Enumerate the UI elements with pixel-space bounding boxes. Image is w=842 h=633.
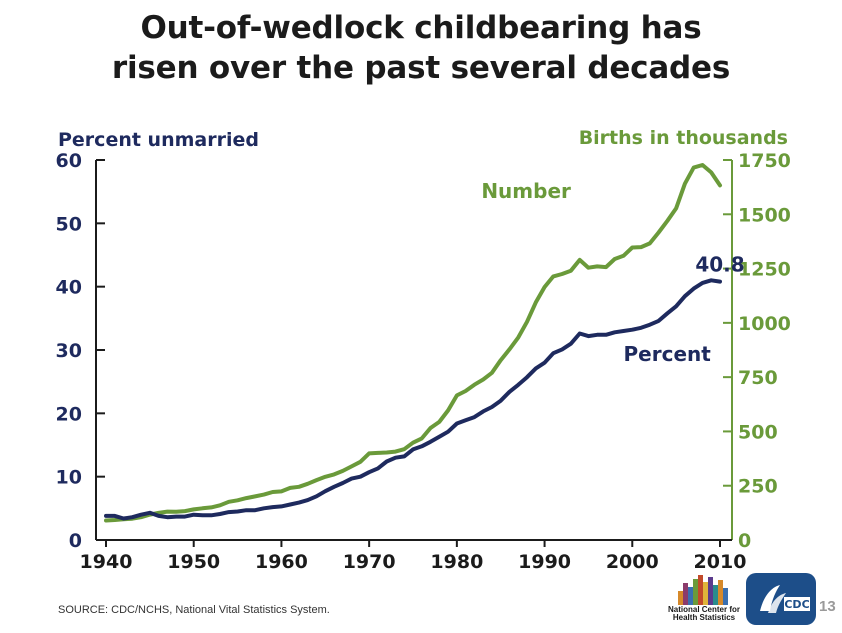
x-tick-label: 2000 <box>606 551 659 573</box>
right-tick-label: 500 <box>738 421 778 443</box>
x-tick-label: 1970 <box>343 551 396 573</box>
x-tick-label: 1960 <box>255 551 308 573</box>
right-tick-label: 750 <box>738 367 778 389</box>
left-tick-label: 30 <box>56 340 82 362</box>
data-label-latest-percent: 40.8 <box>695 253 744 277</box>
series-label-percent: Percent <box>624 342 712 366</box>
x-tick-label: 1980 <box>430 551 483 573</box>
right-tick-label: 1250 <box>738 259 791 281</box>
right-axis-title: Births in thousands <box>579 127 788 149</box>
x-tick-label: 1940 <box>80 551 133 573</box>
series-label-number: Number <box>481 179 571 203</box>
cdc-logo: CDC <box>746 573 816 625</box>
right-tick-label: 0 <box>738 530 751 552</box>
left-axis-title: Percent unmarried <box>58 129 259 151</box>
title-line-2: risen over the past several decades <box>111 50 731 86</box>
nchs-logo: National Center for Health Statistics <box>664 573 744 623</box>
x-tick-label: 2010 <box>694 551 747 573</box>
svg-text:CDC: CDC <box>784 598 809 611</box>
x-tick-label: 1950 <box>167 551 220 573</box>
title-line-1: Out-of-wedlock childbearing has <box>140 10 702 46</box>
left-tick-label: 0 <box>69 530 82 552</box>
right-tick-label: 1000 <box>738 313 791 335</box>
left-tick-label: 50 <box>56 213 82 235</box>
page-number: 13 <box>819 598 836 615</box>
nchs-bars-icon <box>678 575 728 605</box>
right-tick-label: 1750 <box>738 150 791 172</box>
series-line-number <box>104 163 722 523</box>
page-title: Out-of-wedlock childbearing has risen ov… <box>0 8 842 88</box>
left-tick-label: 40 <box>56 277 82 299</box>
series-line-percent <box>104 278 722 521</box>
right-tick-label: 1500 <box>738 204 791 226</box>
left-tick-label: 10 <box>56 467 82 489</box>
nchs-logo-text: National Center for Health Statistics <box>667 605 740 622</box>
left-tick-label: 60 <box>56 150 82 172</box>
right-tick-label: 250 <box>738 476 778 498</box>
source-note: SOURCE: CDC/NCHS, National Vital Statist… <box>58 604 330 616</box>
x-tick-label: 1990 <box>518 551 571 573</box>
left-tick-label: 20 <box>56 403 82 425</box>
